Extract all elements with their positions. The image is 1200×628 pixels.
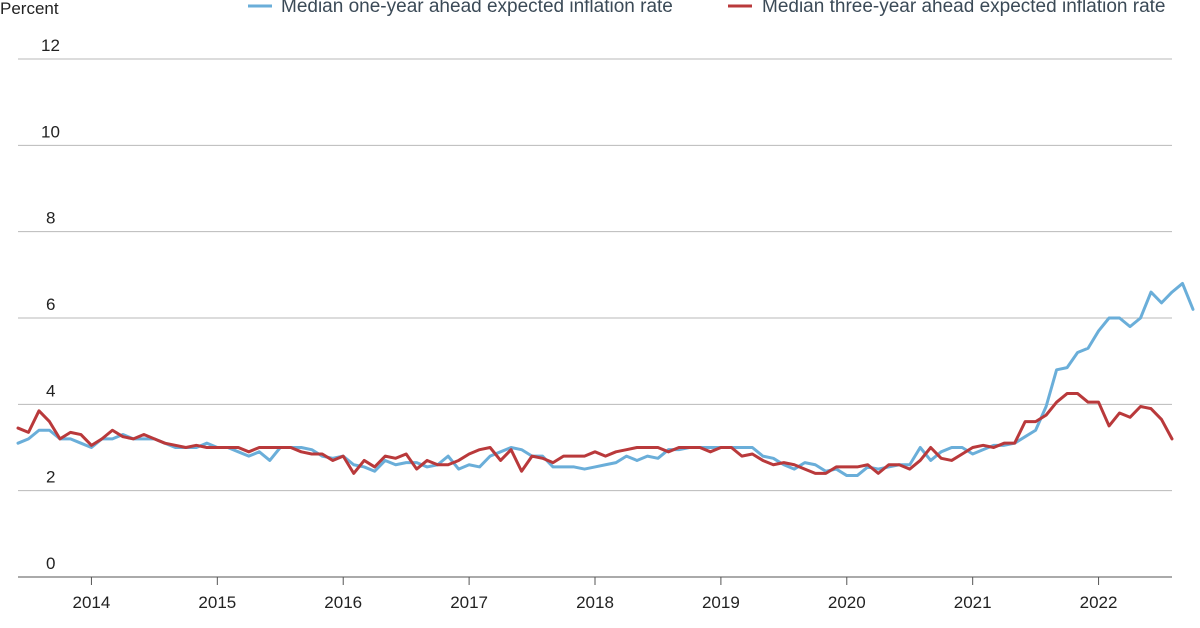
x-tick-label-2016: 2016 [324,593,362,612]
legend-label-one-year: Median one-year ahead expected inflation… [281,0,673,17]
x-tick-label-2015: 2015 [198,593,236,612]
y-tick-label-2: 2 [46,468,55,487]
y-tick-label-0: 0 [46,554,55,573]
y-axis-tick-labels: 0 2 4 6 8 10 12 [41,36,60,573]
y-gridlines [18,58,1172,578]
x-tick-label-2021: 2021 [954,593,992,612]
y-tick-label-10: 10 [41,122,60,141]
x-tick-label-2017: 2017 [450,593,488,612]
y-tick-label-8: 8 [46,209,55,228]
y-tick-label-4: 4 [46,381,55,400]
x-tick-label-2014: 2014 [73,593,111,612]
legend-label-three-year: Median three-year ahead expected inflati… [762,0,1165,17]
legend: Median one-year ahead expected inflation… [248,0,1165,17]
series-line-three-year [16,392,1174,475]
data-series [16,281,1195,478]
x-tick-label-2020: 2020 [828,593,866,612]
y-tick-label-6: 6 [46,295,55,314]
x-axis: 2014 2015 2016 2017 2018 2019 2020 2021 2022 [73,577,1118,612]
y-axis-unit-label: Percent [0,0,59,18]
y-tick-label-12: 12 [41,36,60,55]
x-tick-label-2022: 2022 [1080,593,1118,612]
x-tick-label-2019: 2019 [702,593,740,612]
x-tick-label-2018: 2018 [576,593,614,612]
